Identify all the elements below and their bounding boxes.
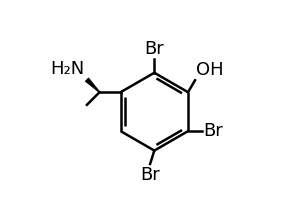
Text: Br: Br xyxy=(203,122,223,140)
Text: Br: Br xyxy=(140,166,160,184)
Text: OH: OH xyxy=(196,61,224,79)
Text: Br: Br xyxy=(144,40,164,58)
Text: H₂N: H₂N xyxy=(50,60,85,78)
Polygon shape xyxy=(85,78,100,92)
